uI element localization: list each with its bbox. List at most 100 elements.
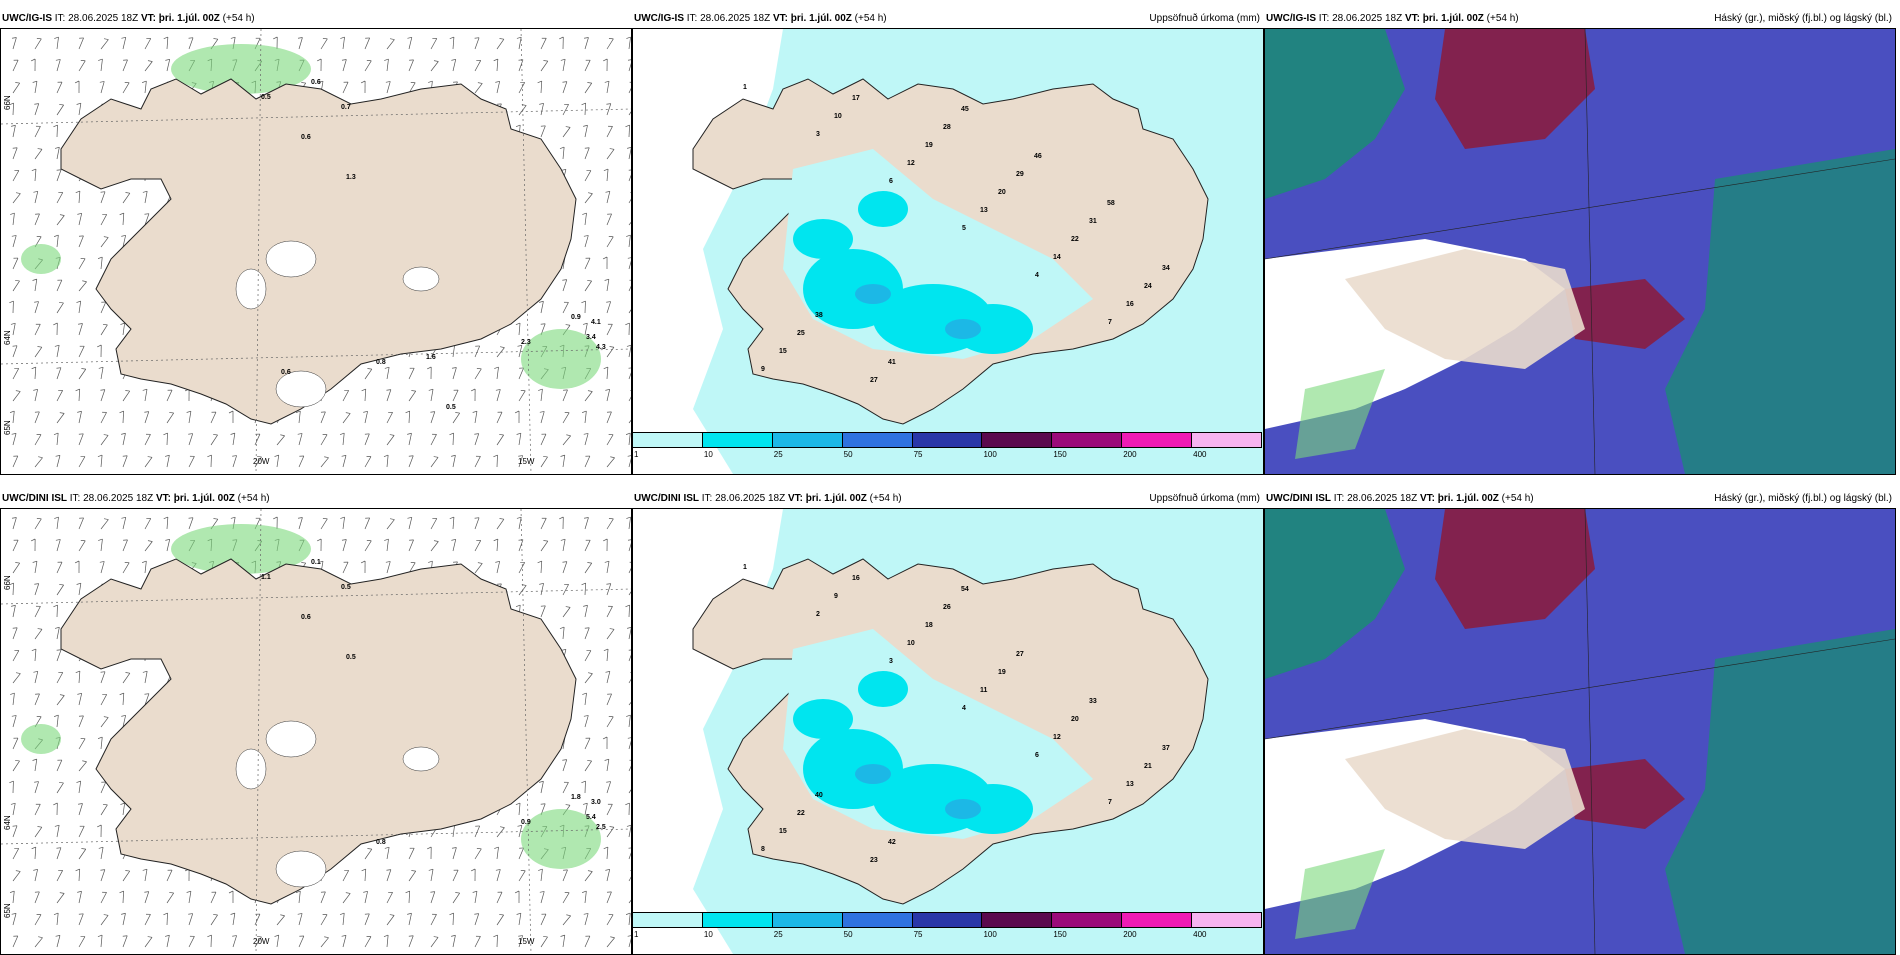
- value-label: 33: [1089, 698, 1097, 705]
- cloud-map: [1264, 28, 1896, 475]
- value-label: 14: [1053, 254, 1061, 261]
- panel-title: Háský (gr.), miðský (fj.bl.) og lágský (…: [1714, 490, 1892, 508]
- value-label: 2.3: [521, 339, 531, 346]
- model-name: UWC/IG-IS: [634, 13, 684, 24]
- colorbar-segment: 1: [633, 913, 703, 927]
- lead-time: (+54 h): [1502, 493, 1534, 504]
- panel-precip-dini: UWC/DINI ISL IT: 28.06.2025 18Z VT: þri.…: [632, 490, 1264, 945]
- value-label: 5.4: [586, 814, 596, 821]
- vt-label: VT:: [1420, 493, 1435, 504]
- value-label: 4: [1035, 272, 1039, 279]
- value-label: 15: [779, 828, 787, 835]
- value-label: 26: [943, 604, 951, 611]
- value-label: 6: [889, 178, 893, 185]
- value-label: 27: [870, 377, 878, 384]
- colorbar-segment: 25: [773, 913, 843, 927]
- colorbar-tick: 1: [634, 450, 638, 459]
- it-value: 28.06.2025 18Z: [715, 493, 785, 504]
- colorbar-tick: 1: [634, 930, 638, 939]
- colorbar-segment: 10: [703, 913, 773, 927]
- value-label: 0.5: [261, 94, 271, 101]
- value-label: 0.1: [311, 559, 321, 566]
- value-label: 1: [743, 84, 747, 91]
- panel-header: UWC/DINI ISL IT: 28.06.2025 18Z VT: þri.…: [632, 490, 1264, 508]
- colorbar-tick: 25: [774, 930, 783, 939]
- colorbar-tick: 150: [1053, 450, 1066, 459]
- value-label: 0.5: [346, 654, 356, 661]
- value-label: 20: [998, 189, 1006, 196]
- value-label: 1.6: [426, 354, 436, 361]
- vt-label: VT:: [773, 13, 788, 24]
- vt-label: VT:: [156, 493, 171, 504]
- value-label: 2: [816, 611, 820, 618]
- colorbar-segment: 100: [982, 913, 1052, 927]
- value-label: 9: [761, 366, 765, 373]
- value-label: 0.9: [521, 819, 531, 826]
- value-label: 28: [943, 124, 951, 131]
- value-label: 25: [797, 330, 805, 337]
- colorbar-tick: 100: [983, 930, 996, 939]
- colorbar-tick: 150: [1053, 930, 1066, 939]
- it-value: 28.06.2025 18Z: [1332, 13, 1402, 24]
- colorbar-tick: 400: [1193, 450, 1206, 459]
- lat-label: 64N: [3, 815, 12, 830]
- value-label: 10: [907, 640, 915, 647]
- value-label: 0.8: [376, 359, 386, 366]
- it-label: IT:: [1334, 493, 1345, 504]
- value-label: 12: [907, 160, 915, 167]
- value-label: 16: [852, 575, 860, 582]
- it-value: 28.06.2025 18Z: [83, 493, 153, 504]
- value-label: 15: [779, 348, 787, 355]
- vt-value: þri. 1.júl. 00Z: [791, 13, 852, 24]
- value-label: 4.3: [596, 344, 606, 351]
- model-name: UWC/IG-IS: [1266, 13, 1316, 24]
- value-label: 37: [1162, 745, 1170, 752]
- panel-header: UWC/DINI ISL IT: 28.06.2025 18Z VT: þri.…: [0, 490, 632, 508]
- value-label: 1.8: [571, 794, 581, 801]
- model-name: UWC/DINI ISL: [1266, 493, 1331, 504]
- it-value: 28.06.2025 18Z: [700, 13, 770, 24]
- panel-header: UWC/IG-IS IT: 28.06.2025 18Z VT: þri. 1.…: [0, 10, 632, 28]
- colorbar-segment: 50: [843, 913, 913, 927]
- model-name: UWC/IG-IS: [2, 13, 52, 24]
- it-label: IT:: [687, 13, 698, 24]
- panel-wind-dini: UWC/DINI ISL IT: 28.06.2025 18Z VT: þri.…: [0, 490, 632, 945]
- value-label: 58: [1107, 200, 1115, 207]
- lon-label: 20W: [253, 937, 269, 946]
- value-label: 9: [834, 593, 838, 600]
- colorbar-segment: 75: [913, 913, 983, 927]
- value-label: 4.1: [591, 319, 601, 326]
- value-label: 1.3: [346, 174, 356, 181]
- colorbar-segment: 10: [703, 433, 773, 447]
- panel-wind-ig: UWC/IG-IS IT: 28.06.2025 18Z VT: þri. 1.…: [0, 10, 632, 465]
- vt-label: VT:: [1405, 13, 1420, 24]
- value-label: 22: [1071, 236, 1079, 243]
- value-label: 41: [888, 359, 896, 366]
- value-label: 19: [925, 142, 933, 149]
- value-label: 27: [1016, 651, 1024, 658]
- colorbar-segment: 150: [1052, 913, 1122, 927]
- value-label: 11: [980, 687, 988, 694]
- colorbar-tick: 100: [983, 450, 996, 459]
- value-label: 1.1: [261, 574, 271, 581]
- value-label: 22: [797, 810, 805, 817]
- lon-label: 20W: [253, 457, 269, 466]
- value-label: 24: [1144, 283, 1152, 290]
- value-label: 3: [889, 658, 893, 665]
- value-label: 54: [961, 586, 969, 593]
- vt-label: VT:: [141, 13, 156, 24]
- it-value: 28.06.2025 18Z: [68, 13, 138, 24]
- cloud-map: [1264, 508, 1896, 955]
- value-label: 16: [1126, 301, 1134, 308]
- it-label: IT:: [1319, 13, 1330, 24]
- value-label: 20: [1071, 716, 1079, 723]
- colorbar-tick: 50: [844, 450, 853, 459]
- value-label: 8: [761, 846, 765, 853]
- colorbar-tick: 25: [774, 450, 783, 459]
- value-label: 7: [1108, 799, 1112, 806]
- value-label: 10: [834, 113, 842, 120]
- panel-header: UWC/DINI ISL IT: 28.06.2025 18Z VT: þri.…: [1264, 490, 1896, 508]
- value-label: 2.5: [596, 824, 606, 831]
